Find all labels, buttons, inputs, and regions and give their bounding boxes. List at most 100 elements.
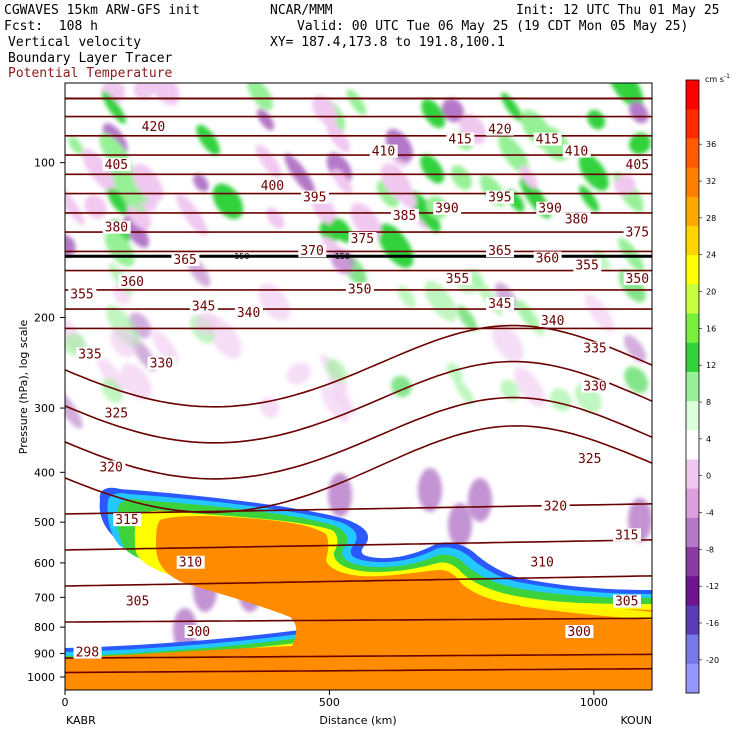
velocity-cell — [501, 92, 523, 122]
y-tick-label: 200 — [34, 311, 55, 324]
x-tick-label: 1000 — [580, 696, 608, 709]
contour-label: 335 — [78, 347, 101, 362]
contour-label: 310 — [179, 556, 202, 571]
contour-label: 325 — [578, 452, 601, 467]
colorbar-tick-label: -16 — [706, 619, 719, 628]
contour-label-bg — [176, 555, 205, 569]
theta-contour — [65, 617, 652, 623]
contour-label-bg — [486, 190, 515, 204]
contour-label-bg — [118, 274, 147, 288]
velocity-cell — [196, 124, 220, 156]
velocity-cell — [133, 83, 155, 100]
colorbar-swatch — [686, 167, 699, 198]
contour-label: 350 — [348, 282, 371, 297]
velocity-cell — [450, 165, 472, 190]
org-label: NCAR/MMM — [270, 3, 333, 18]
contour-label-bg — [565, 625, 594, 639]
contour-label: 315 — [115, 513, 138, 528]
colorbar-tick-label: 16 — [706, 324, 716, 333]
contour-label-bg — [575, 451, 604, 465]
contour-label: 300 — [567, 625, 590, 640]
contour-label-bg — [581, 379, 610, 393]
tropopause-label: 150 — [234, 252, 249, 261]
velocity-cell — [212, 183, 244, 220]
colorbar-unit: cm s-1 — [705, 73, 730, 84]
contour-label: 390 — [538, 202, 561, 217]
contour-label-bg — [68, 287, 97, 301]
contour-label: 330 — [150, 357, 173, 372]
colorbar-swatch — [686, 605, 699, 636]
y-tick-label: 700 — [34, 591, 55, 604]
velocity-cell — [587, 109, 606, 130]
velocity-cell — [397, 186, 417, 209]
colorbar-swatch — [686, 109, 699, 139]
velocity-cell — [397, 285, 416, 309]
theta-contour — [65, 396, 652, 480]
contour-label-bg — [562, 144, 591, 158]
forecast-hour: Fcst: 108 h — [4, 19, 98, 34]
colorbar: 36 32 28 24 20 16 12 8 4 0 -4 -8 -12 -16 -20 — [685, 79, 719, 694]
velocity-cell — [629, 101, 649, 124]
contour-label: 345 — [488, 297, 511, 312]
init-time: Init: 12 UTC Thu 01 May 25 — [516, 3, 720, 18]
tracer-low-level — [65, 628, 652, 690]
theta-contour — [65, 425, 652, 514]
colorbar-swatch — [686, 634, 699, 665]
contour-label-bg — [348, 231, 377, 245]
velocity-cell — [255, 144, 282, 179]
colorbar-tick-label: 20 — [706, 288, 716, 297]
theta-contour — [65, 667, 652, 674]
colorbar-swatch — [686, 547, 699, 577]
contour-label: 380 — [565, 212, 588, 227]
x-axis-title: Distance (km) — [319, 714, 396, 727]
velocity-cell — [107, 188, 128, 215]
colorbar-swatch — [686, 576, 699, 606]
y-axis-title: Pressure (hPa), log scale — [17, 320, 30, 455]
velocity-cell — [584, 293, 615, 333]
colorbar-swatch — [686, 459, 699, 490]
velocity-cell — [328, 473, 352, 517]
velocity-cell — [257, 108, 275, 131]
contour-label: 360 — [121, 275, 144, 290]
contour-label: 335 — [583, 342, 606, 357]
theta-contour — [65, 653, 652, 659]
field-boundary-layer-tracer: Boundary Layer Tracer — [8, 51, 173, 66]
velocity-cell — [614, 174, 636, 196]
velocity-cell — [68, 136, 83, 155]
contour-label-bg — [73, 645, 102, 659]
contour-label-bg — [536, 201, 565, 215]
y-tick-label: 800 — [34, 621, 55, 634]
contour-label: 310 — [530, 556, 553, 571]
velocity-cell — [326, 152, 352, 183]
velocity-cell — [101, 91, 126, 124]
contour-label-bg — [623, 158, 652, 172]
contour-label: 420 — [142, 120, 165, 135]
contour-label-bg — [486, 244, 515, 258]
contour-label: 415 — [536, 133, 559, 148]
velocity-cell — [607, 83, 644, 108]
contour-label-bg — [443, 272, 472, 286]
colorbar-swatch — [686, 663, 699, 694]
contour-label-bg — [300, 190, 329, 204]
theta-contour — [65, 360, 652, 444]
contour-label-bg — [528, 555, 557, 569]
velocity-cell — [457, 305, 478, 332]
contour-label-bg — [486, 122, 515, 136]
field-potential-temperature: Potential Temperature — [8, 66, 173, 81]
contour-label: 355 — [446, 272, 469, 287]
y-tick-label: 100 — [34, 157, 55, 170]
contour-label: 385 — [393, 209, 416, 224]
contour-label: 300 — [187, 625, 210, 640]
contour-label-bg — [147, 356, 176, 370]
colorbar-swatch — [686, 80, 699, 110]
contour-label: 360 — [536, 252, 559, 267]
contour-label-bg — [533, 132, 562, 146]
contour-label: 350 — [626, 272, 649, 287]
contour-label: 375 — [626, 226, 649, 241]
velocity-cell — [258, 283, 291, 322]
contour-label: 405 — [626, 158, 649, 173]
colorbar-tick-label: -20 — [706, 656, 719, 665]
field-vertical-velocity: Vertical velocity — [8, 35, 142, 50]
contour-label-bg — [171, 252, 200, 266]
tracer-wedge-yellow — [520, 600, 652, 620]
